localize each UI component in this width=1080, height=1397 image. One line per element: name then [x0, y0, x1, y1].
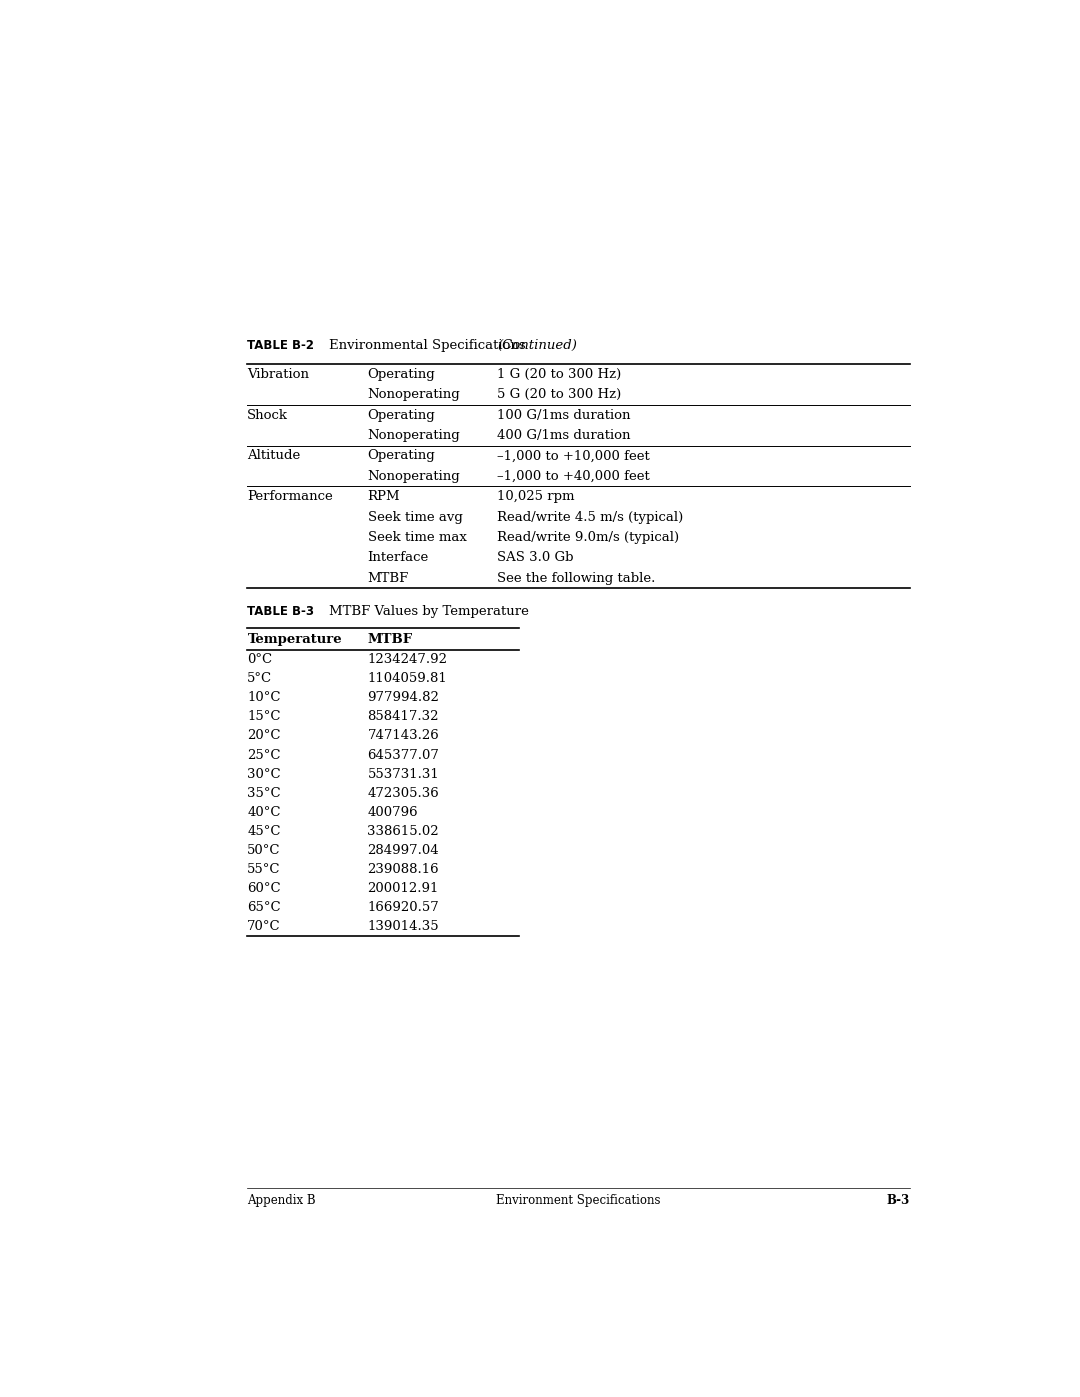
- Text: TABLE B-3: TABLE B-3: [247, 605, 314, 617]
- Text: RPM: RPM: [367, 490, 400, 503]
- Text: 239088.16: 239088.16: [367, 863, 440, 876]
- Text: 40°C: 40°C: [247, 806, 281, 819]
- Text: 645377.07: 645377.07: [367, 749, 440, 761]
- Text: SAS 3.0 Gb: SAS 3.0 Gb: [497, 552, 573, 564]
- Text: 0°C: 0°C: [247, 652, 272, 666]
- Text: Seek time avg: Seek time avg: [367, 510, 462, 524]
- Text: Nonoperating: Nonoperating: [367, 469, 460, 483]
- Text: 977994.82: 977994.82: [367, 692, 440, 704]
- Text: 1 G (20 to 300 Hz): 1 G (20 to 300 Hz): [497, 367, 621, 381]
- Text: Performance: Performance: [247, 490, 333, 503]
- Text: 60°C: 60°C: [247, 883, 281, 895]
- Text: –1,000 to +40,000 feet: –1,000 to +40,000 feet: [497, 469, 650, 483]
- Text: 472305.36: 472305.36: [367, 787, 440, 799]
- Text: 400 G/1ms duration: 400 G/1ms duration: [497, 429, 631, 441]
- Text: 139014.35: 139014.35: [367, 921, 440, 933]
- Text: 20°C: 20°C: [247, 729, 281, 742]
- Text: 338615.02: 338615.02: [367, 826, 440, 838]
- Text: 70°C: 70°C: [247, 921, 281, 933]
- Text: Nonoperating: Nonoperating: [367, 429, 460, 441]
- Text: MTBF: MTBF: [367, 633, 413, 645]
- Text: 10°C: 10°C: [247, 692, 281, 704]
- Text: 10,025 rpm: 10,025 rpm: [497, 490, 575, 503]
- Text: Operating: Operating: [367, 450, 435, 462]
- Text: 5 G (20 to 300 Hz): 5 G (20 to 300 Hz): [497, 388, 621, 401]
- Text: Appendix B: Appendix B: [247, 1194, 316, 1207]
- Text: TABLE B-2: TABLE B-2: [247, 338, 314, 352]
- Text: 5°C: 5°C: [247, 672, 272, 685]
- Text: Environment Specifications: Environment Specifications: [497, 1194, 661, 1207]
- Text: Nonoperating: Nonoperating: [367, 388, 460, 401]
- Text: Interface: Interface: [367, 552, 429, 564]
- Text: 200012.91: 200012.91: [367, 883, 438, 895]
- Text: 30°C: 30°C: [247, 768, 281, 781]
- Text: 747143.26: 747143.26: [367, 729, 440, 742]
- Text: 55°C: 55°C: [247, 863, 281, 876]
- Text: 858417.32: 858417.32: [367, 711, 438, 724]
- Text: Seek time max: Seek time max: [367, 531, 467, 543]
- Text: 1234247.92: 1234247.92: [367, 652, 447, 666]
- Text: B-3: B-3: [887, 1194, 910, 1207]
- Text: Operating: Operating: [367, 367, 435, 381]
- Text: (Continued): (Continued): [498, 338, 578, 352]
- Text: –1,000 to +10,000 feet: –1,000 to +10,000 feet: [497, 450, 650, 462]
- Text: 400796: 400796: [367, 806, 418, 819]
- Text: Read/write 9.0m/s (typical): Read/write 9.0m/s (typical): [497, 531, 679, 543]
- Text: MTBF Values by Temperature: MTBF Values by Temperature: [328, 605, 528, 617]
- Text: Vibration: Vibration: [247, 367, 309, 381]
- Text: Shock: Shock: [247, 408, 288, 422]
- Text: Environmental Specifications: Environmental Specifications: [328, 338, 525, 352]
- Text: MTBF: MTBF: [367, 571, 408, 585]
- Text: 553731.31: 553731.31: [367, 768, 440, 781]
- Text: Altitude: Altitude: [247, 450, 300, 462]
- Text: 100 G/1ms duration: 100 G/1ms duration: [497, 408, 631, 422]
- Text: 50°C: 50°C: [247, 844, 281, 856]
- Text: Temperature: Temperature: [247, 633, 342, 645]
- Text: 1104059.81: 1104059.81: [367, 672, 447, 685]
- Text: 65°C: 65°C: [247, 901, 281, 915]
- Text: 25°C: 25°C: [247, 749, 281, 761]
- Text: 166920.57: 166920.57: [367, 901, 440, 915]
- Text: Operating: Operating: [367, 408, 435, 422]
- Text: Read/write 4.5 m/s (typical): Read/write 4.5 m/s (typical): [497, 510, 684, 524]
- Text: See the following table.: See the following table.: [497, 571, 656, 585]
- Text: 15°C: 15°C: [247, 711, 281, 724]
- Text: 45°C: 45°C: [247, 826, 281, 838]
- Text: 35°C: 35°C: [247, 787, 281, 799]
- Text: 284997.04: 284997.04: [367, 844, 440, 856]
